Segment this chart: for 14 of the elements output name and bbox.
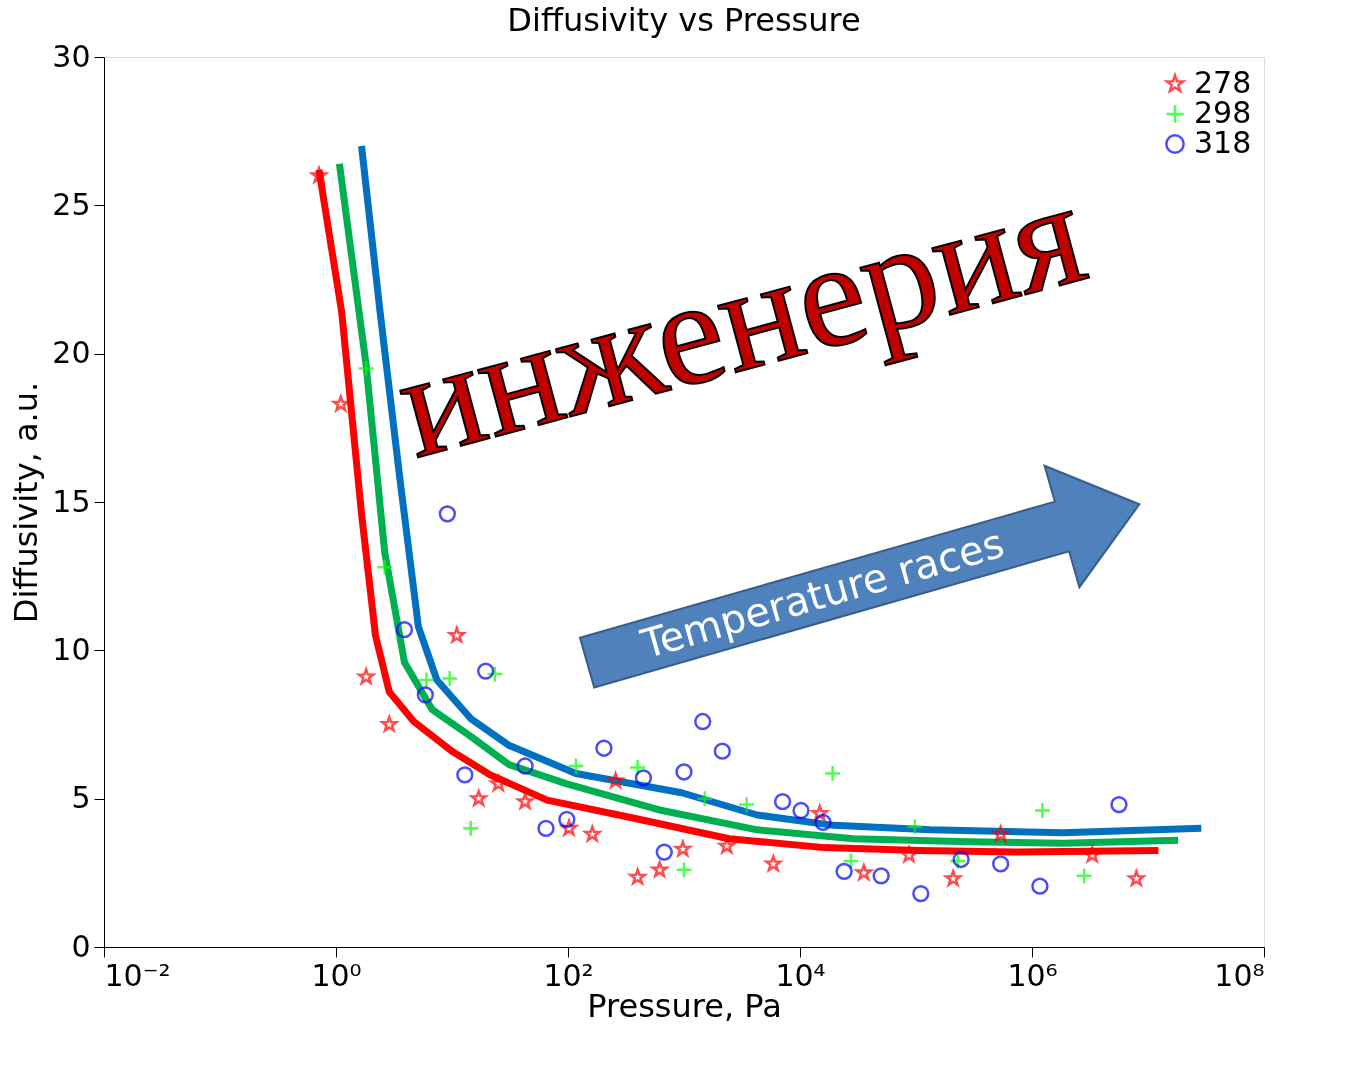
x-tick-label: 10⁻² <box>104 957 171 993</box>
x-tick-label: 10⁰ <box>311 957 362 993</box>
x-tick-label: 10⁶ <box>1007 957 1058 993</box>
chart-title: Diffusivity vs Pressure <box>507 1 861 39</box>
y-tick-label: 5 <box>71 780 91 816</box>
y-tick-label: 0 <box>71 928 91 964</box>
y-tick-label: 15 <box>52 483 91 519</box>
y-tick-label: 30 <box>52 38 91 74</box>
y-axis-title: Diffusivity, a.u. <box>7 381 46 624</box>
y-tick-label: 10 <box>52 631 91 667</box>
y-tick-label: 20 <box>52 335 91 371</box>
y-tick-label: 25 <box>52 186 91 222</box>
x-tick-label: 10⁸ <box>1214 957 1265 993</box>
annotation: инженерия <box>380 147 1100 489</box>
